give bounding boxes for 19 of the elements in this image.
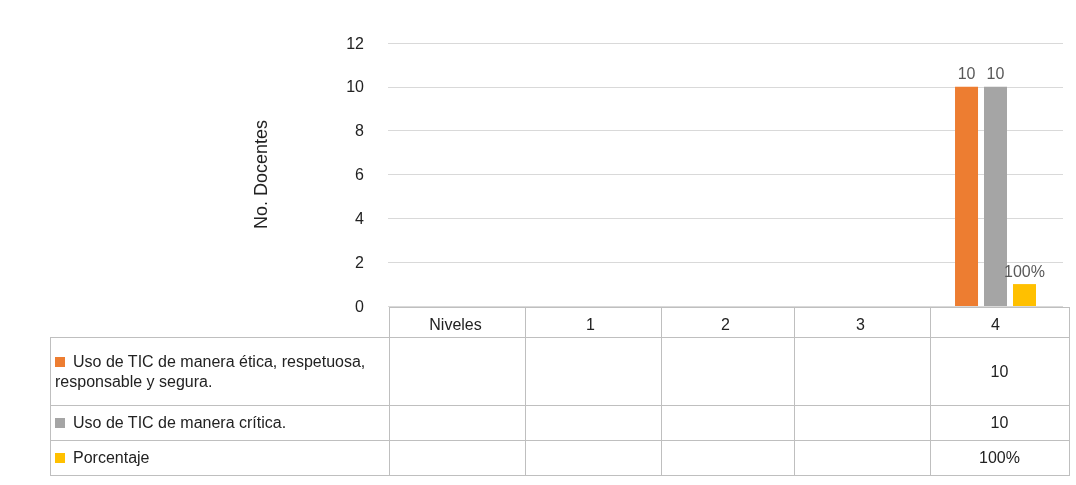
data-label: 10 (986, 65, 1005, 83)
y-tick-label: 2 (355, 253, 365, 271)
data-label: 10 (957, 65, 976, 83)
x-tick-label: 4 (991, 315, 1001, 333)
legend-label: Uso de TIC de manera crítica. (50, 405, 389, 441)
legend-label: Uso de TIC de manera ética, respetuosa, responsable y segura. (50, 337, 389, 406)
x-tick-label: Niveles (429, 315, 482, 333)
y-tick-label: 4 (355, 209, 365, 227)
y-tick-label: 6 (355, 166, 365, 183)
y-tick-label: 0 (355, 297, 365, 315)
y-tick-label: 12 (346, 34, 365, 52)
x-tick-label: 2 (721, 315, 731, 333)
x-tick-label: 1 (586, 315, 596, 333)
x-tick-label: 3 (856, 315, 866, 333)
y-tick-label: 8 (355, 122, 365, 140)
y-tick-label: 10 (346, 78, 365, 96)
data-label: 100% (1004, 262, 1045, 280)
y-axis-title: No. Docentes (251, 119, 271, 230)
legend-label: Porcentaje (50, 440, 389, 476)
